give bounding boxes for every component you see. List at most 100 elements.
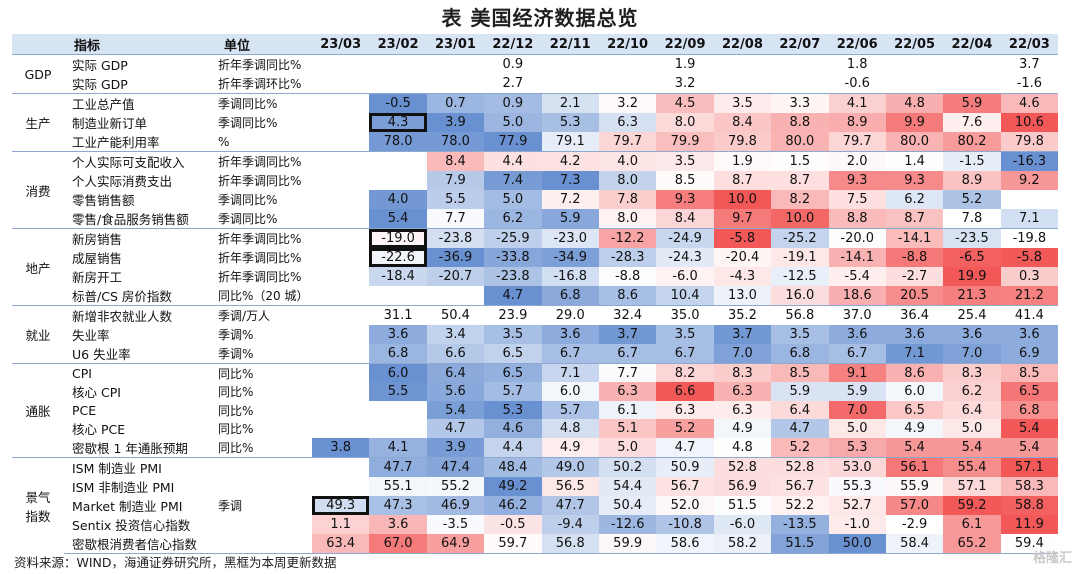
value-cell: 6.6 xyxy=(426,344,485,364)
value-cell: -6.5 xyxy=(943,248,1001,267)
value-cell xyxy=(312,113,369,132)
value-cell: 0.9 xyxy=(484,93,542,113)
value-cell: 1.9 xyxy=(656,54,714,74)
value-cell: 79.7 xyxy=(828,132,886,152)
value-cell: 3.6 xyxy=(541,325,599,344)
value-cell: 52.7 xyxy=(828,496,886,516)
indicator-label: 零售销售额 xyxy=(72,193,135,208)
value-cell xyxy=(943,74,1000,94)
value-cell: 21.2 xyxy=(1000,286,1059,306)
value-cell: 8.3 xyxy=(713,363,772,383)
value-cell: 57.1 xyxy=(1000,457,1059,478)
unit-label: 季调% xyxy=(218,328,254,342)
table-row: 制造业新订单 季调同比% 4.3 3.9 5.0 5.3 6.3 8.0 8.4 8.8 8.9 9.… xyxy=(12,113,1059,132)
value-cell: 6.4 xyxy=(943,401,1001,420)
value-cell: -5.8 xyxy=(1000,248,1059,267)
value-cell: 47.4 xyxy=(426,457,485,478)
value-cell: 46.9 xyxy=(426,496,485,516)
value-cell: 55.9 xyxy=(885,477,944,497)
value-cell xyxy=(312,228,370,248)
value-cell: 56.7 xyxy=(771,477,829,497)
value-cell xyxy=(369,74,426,94)
table-header-row: 指标 单位 23/03 23/02 23/01 22/12 22/11 22/10 22/0… xyxy=(12,34,1059,55)
unit-label: 同比% xyxy=(218,385,254,400)
value-cell: 5.1 xyxy=(598,419,657,439)
value-cell: 77.9 xyxy=(484,132,542,152)
value-cell: -18.4 xyxy=(369,267,427,286)
value-cell: 7.5 xyxy=(828,190,886,209)
value-cell: 5.9 xyxy=(828,382,886,402)
value-cell: 6.0 xyxy=(885,382,944,402)
value-cell: 8.4 xyxy=(713,113,772,132)
value-cell: -19.8 xyxy=(1000,228,1059,248)
value-cell: 9.3 xyxy=(656,190,714,209)
value-cell: 21.3 xyxy=(943,286,1001,306)
value-cell: 8.4 xyxy=(426,151,485,171)
value-cell: 16.0 xyxy=(771,286,829,306)
value-cell xyxy=(369,419,426,438)
unit-label: 同比% xyxy=(218,403,254,418)
value-cell: 4.0 xyxy=(369,190,427,209)
value-cell xyxy=(312,54,370,74)
value-cell xyxy=(369,401,426,419)
value-cell: 18.6 xyxy=(828,286,886,306)
value-cell xyxy=(312,151,370,171)
group-label: 消费 xyxy=(12,151,64,229)
header-period: 23/02 xyxy=(369,34,427,55)
value-cell: -8.8 xyxy=(885,248,944,267)
header-period: 22/09 xyxy=(656,34,714,55)
value-cell: 6.8 xyxy=(771,344,829,364)
value-cell: -0.5 xyxy=(369,93,427,113)
indicator-label: 失业率 xyxy=(72,328,110,343)
value-cell: -28.3 xyxy=(598,248,657,267)
value-cell: 10.0 xyxy=(713,190,772,209)
value-cell: 59.9 xyxy=(598,534,657,555)
value-cell: 5.6 xyxy=(426,382,485,402)
value-cell: 3.5 xyxy=(771,325,829,344)
table-row: GDP 实际 GDP 折年季调同比% 0.9 1.9 1.8 3.7 xyxy=(12,54,1059,94)
indicator-label: 制造业新订单 xyxy=(72,116,148,131)
value-cell: 6.0 xyxy=(541,382,599,402)
value-cell: 37.0 xyxy=(828,305,886,325)
value-cell xyxy=(312,93,370,113)
value-cell: 4.4 xyxy=(484,438,542,458)
table-row: 消费 个人实际可支配收入 折年季调同比% 8.4 4.4 4.2 4.0 3.5 1.9 1.5 2… xyxy=(12,151,1059,229)
value-cell: 4.7 xyxy=(426,419,485,439)
value-cell: 3.7 xyxy=(713,325,772,344)
value-cell xyxy=(312,363,370,383)
value-cell: 29.0 xyxy=(541,305,599,325)
value-cell: 31.1 xyxy=(369,305,427,325)
value-cell: 4.9 xyxy=(885,419,944,439)
value-cell: 58.3 xyxy=(1000,477,1059,497)
value-cell xyxy=(427,286,484,306)
value-cell: 4.8 xyxy=(885,93,944,113)
value-cell: 5.4 xyxy=(943,438,1001,458)
value-cell: 55.3 xyxy=(828,477,886,497)
value-cell: 8.5 xyxy=(1000,363,1059,383)
value-cell: -14.1 xyxy=(828,248,886,267)
unit-label: 折年季调环比% xyxy=(218,77,302,91)
value-cell: 58.8 xyxy=(1000,496,1059,516)
indicator-label: 核心 PCE xyxy=(72,422,126,438)
value-cell: 79.8 xyxy=(713,132,772,152)
value-cell: 78.0 xyxy=(426,132,485,152)
value-cell-updated: -19.0 xyxy=(369,228,427,248)
value-cell: 6.3 xyxy=(713,382,772,402)
value-cell: 55.1 xyxy=(369,477,427,497)
value-cell xyxy=(427,74,484,94)
value-cell xyxy=(312,74,369,94)
value-cell: 5.9 xyxy=(771,382,829,402)
value-cell: 57.0 xyxy=(885,496,944,516)
value-cell: 5.0 xyxy=(484,113,542,132)
indicator-label: 实际 GDP xyxy=(64,54,214,74)
value-cell xyxy=(599,74,656,94)
value-cell: 7.7 xyxy=(426,209,485,229)
value-cell: 56.8 xyxy=(541,534,599,555)
header-period: 22/05 xyxy=(885,34,944,55)
value-cell: 55.2 xyxy=(426,477,485,497)
value-cell xyxy=(369,54,427,74)
value-cell: 79.1 xyxy=(541,132,599,152)
value-cell: 11.9 xyxy=(1000,515,1059,535)
value-cell: 58.2 xyxy=(713,534,772,555)
value-cell: 5.0 xyxy=(598,438,657,458)
